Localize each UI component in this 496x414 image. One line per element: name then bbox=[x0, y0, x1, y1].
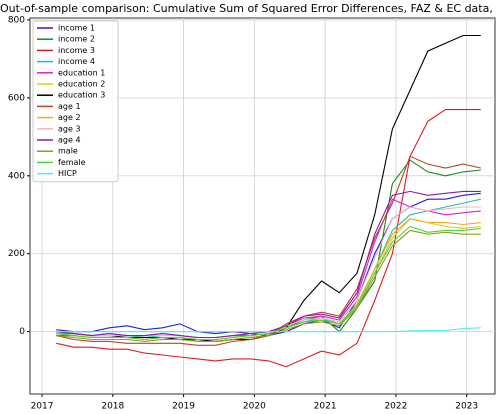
y-tick-label: 600 bbox=[8, 93, 25, 103]
legend-label: HICP bbox=[58, 169, 77, 178]
legend-label: income 4 bbox=[58, 57, 95, 66]
y-tick-label: 200 bbox=[8, 249, 25, 259]
legend-label: age 3 bbox=[58, 124, 81, 133]
series-line bbox=[56, 206, 481, 339]
chart-title: Out-of-sample comparison: Cumulative Sum… bbox=[0, 2, 496, 15]
series-line bbox=[56, 34, 481, 342]
x-tick-label: 2023 bbox=[455, 402, 478, 412]
legend-label: education 2 bbox=[58, 80, 105, 89]
legend-label: education 3 bbox=[58, 91, 105, 100]
legend-label: income 3 bbox=[58, 46, 95, 55]
x-tick-label: 2018 bbox=[101, 402, 124, 412]
series-line bbox=[56, 218, 481, 341]
x-tick-label: 2020 bbox=[243, 402, 266, 412]
x-tick-label: 2021 bbox=[314, 402, 337, 412]
x-tick-label: 2019 bbox=[172, 402, 195, 412]
legend-label: age 4 bbox=[58, 136, 81, 145]
legend-label: male bbox=[58, 147, 78, 156]
series-line bbox=[56, 229, 481, 342]
legend-label: income 2 bbox=[58, 35, 95, 44]
y-tick-label: 0 bbox=[19, 327, 25, 337]
series-line bbox=[56, 327, 481, 333]
legend-label: female bbox=[58, 158, 86, 167]
series-line bbox=[56, 159, 481, 342]
plot-frame bbox=[29, 17, 496, 395]
legend-label: education 1 bbox=[58, 68, 105, 77]
y-tick-label: 800 bbox=[8, 15, 25, 25]
legend-label: age 2 bbox=[58, 113, 81, 122]
y-tick-label: 400 bbox=[8, 171, 25, 181]
x-tick-label: 2017 bbox=[31, 402, 54, 412]
series-line bbox=[56, 218, 481, 341]
x-tick-label: 2022 bbox=[384, 402, 407, 412]
legend-label: age 1 bbox=[58, 102, 81, 111]
series-line bbox=[56, 155, 481, 346]
series-line bbox=[56, 225, 481, 341]
series-line bbox=[56, 192, 481, 337]
legend-box bbox=[32, 20, 119, 183]
legend: income 1 income 2 income 3 income 4 educatio… bbox=[32, 20, 119, 183]
legend-label: income 1 bbox=[58, 24, 95, 33]
series-line bbox=[56, 109, 481, 368]
